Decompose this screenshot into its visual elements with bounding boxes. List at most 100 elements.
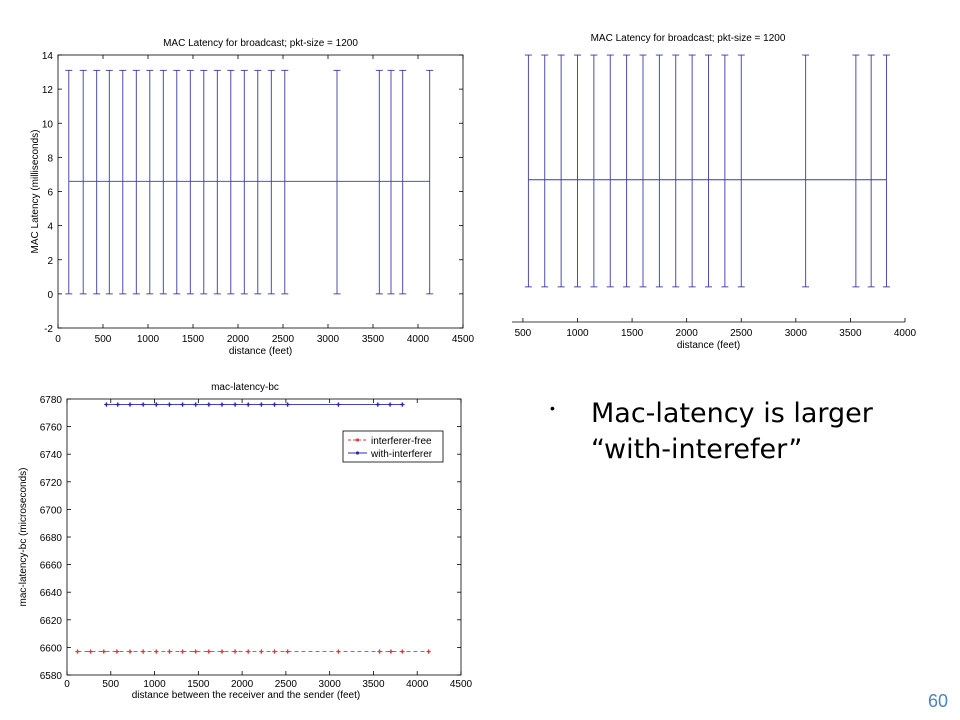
error-bar: [93, 69, 101, 295]
legend-box: [342, 430, 444, 463]
data-point-dot: [168, 403, 171, 406]
error-bar: [375, 69, 383, 295]
legend-marker: [355, 451, 360, 455]
error-bar: [541, 54, 549, 288]
data-point-dot: [247, 650, 250, 653]
y-tick-label: 10: [42, 119, 54, 130]
legend-label: interferer-free: [371, 436, 432, 447]
data-point-dot: [376, 403, 380, 406]
error-bar: [333, 69, 341, 295]
x-tick-label: 4000: [407, 334, 430, 345]
data-point-dot: [207, 650, 211, 653]
error-bar: [213, 69, 221, 295]
x-axis-label: distance (feet): [677, 340, 740, 351]
error-bar: [882, 54, 890, 288]
data-point-dot: [233, 403, 237, 406]
data-point-dot: [89, 650, 92, 653]
y-axis-label: MAC Latency (milliseconds): [30, 130, 41, 254]
data-point-dot: [76, 650, 79, 653]
y-tick-label: 6580: [40, 671, 63, 682]
x-tick-label: 1500: [621, 328, 644, 339]
y-tick-label: 6620: [40, 616, 63, 627]
x-tick-label: 2000: [231, 679, 254, 690]
y-tick-label: 6660: [40, 561, 63, 572]
x-tick-label: 500: [515, 328, 532, 339]
data-point-dot: [194, 650, 197, 653]
x-tick-label: 1000: [566, 328, 589, 339]
data-point-dot: [260, 650, 263, 653]
chart-title: MAC Latency for broadcast; pkt-size = 12…: [163, 38, 358, 49]
x-tick-label: 1000: [143, 679, 166, 690]
data-point-dot: [247, 403, 250, 406]
x-tick-label: 0: [55, 334, 61, 345]
data-point-dot: [155, 650, 158, 653]
error-bar: [254, 69, 262, 295]
y-tick-label: -2: [44, 324, 53, 335]
data-point-dot: [427, 650, 430, 653]
data-point-dot: [105, 403, 108, 406]
x-tick-label: 4000: [406, 679, 429, 690]
x-tick-label: 4500: [452, 334, 475, 345]
y-tick-label: 4: [47, 222, 53, 233]
data-point-dot: [260, 403, 263, 406]
chart-title: MAC Latency for broadcast; pkt-size = 12…: [591, 33, 786, 44]
error-bar: [557, 54, 565, 288]
x-tick-label: 500: [95, 334, 112, 345]
data-point-dot: [207, 403, 211, 406]
error-bar: [227, 69, 235, 295]
y-tick-label: 12: [42, 85, 54, 96]
error-bar: [240, 69, 248, 295]
data-point-dot: [401, 403, 404, 406]
data-point-dot: [220, 403, 224, 406]
x-tick-label: 0: [64, 679, 70, 690]
error-bar: [200, 69, 208, 295]
data-point-dot: [389, 650, 393, 653]
bullet-text: Mac-latency is larger “with-interefer”: [591, 398, 873, 465]
bullet-dot: •: [550, 400, 555, 416]
data-point-dot: [337, 650, 340, 653]
error-bar: [655, 54, 663, 288]
x-tick-label: 500: [102, 679, 119, 690]
error-bar: [590, 54, 598, 288]
x-tick-label: 2000: [676, 328, 699, 339]
y-axis-label: mac-latency-bc (microseconds): [18, 468, 29, 607]
data-point-dot: [181, 403, 184, 406]
data-point-dot: [388, 403, 392, 406]
error-bar: [186, 69, 194, 295]
data-point-dot: [273, 650, 276, 653]
page-number: 60: [927, 691, 948, 711]
chart-mac-latency-bc: 0 500 1000 1500 2000 2500 3000 3500 4000 4500 6580…: [18, 382, 473, 700]
error-bar: [574, 54, 581, 288]
data-point-dot: [220, 650, 224, 653]
error-bar: [387, 69, 395, 295]
x-tick-label: 1000: [137, 334, 160, 345]
x-tick-label: 2500: [730, 328, 753, 339]
y-tick-label: 0: [47, 290, 53, 301]
error-bar: [281, 69, 289, 295]
chart-mac-latency-2: 500 1000 1500 2000 2500 3000 3500 4000 MAC Laten…: [512, 33, 917, 351]
data-point-dot: [337, 403, 340, 406]
error-bar: [737, 54, 745, 288]
data-point-dot: [115, 650, 119, 653]
y-tick-label: 6720: [40, 478, 63, 489]
data-point-dot: [128, 650, 132, 653]
x-tick-label: 2500: [272, 334, 295, 345]
error-bar: [146, 69, 154, 295]
y-tick-label: 6680: [40, 533, 63, 544]
x-tick-label: 1500: [187, 679, 210, 690]
error-bar: [399, 69, 407, 295]
data-point-dot: [273, 403, 276, 406]
y-tick-label: 6: [47, 188, 53, 199]
y-tick-label: 6760: [40, 423, 63, 434]
y-tick-label: 6640: [40, 588, 63, 599]
error-bar: [867, 54, 875, 288]
y-tick-label: 14: [42, 51, 54, 62]
error-bar: [639, 54, 647, 288]
data-point-dot: [286, 403, 289, 406]
data-point-dot: [116, 403, 119, 406]
error-bar: [119, 69, 127, 295]
data-point-dot: [286, 650, 289, 653]
x-tick-label: 2000: [227, 334, 250, 345]
error-bar: [524, 54, 532, 288]
legend-marker: [355, 438, 360, 442]
